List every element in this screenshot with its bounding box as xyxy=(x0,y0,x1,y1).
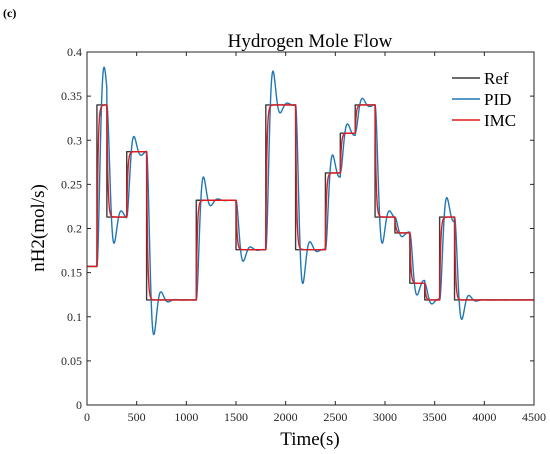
series-ref-line xyxy=(87,104,534,301)
y-tick-label: 0.3 xyxy=(67,133,82,147)
x-tick-label: 2000 xyxy=(274,410,298,424)
x-tick-label: 4500 xyxy=(522,410,546,424)
x-tick-label: 0 xyxy=(84,410,90,424)
y-tick-label: 0.1 xyxy=(67,310,82,324)
series-pid-line xyxy=(86,66,535,336)
y-tick-label: 0.25 xyxy=(61,177,82,191)
x-tick-label: 3500 xyxy=(423,410,447,424)
axes-box xyxy=(86,51,535,406)
y-tick-label: 0.35 xyxy=(61,89,82,103)
legend-label-ref: Ref xyxy=(484,69,509,88)
x-tick-label: 4000 xyxy=(472,410,496,424)
x-tick-label: 1500 xyxy=(224,410,248,424)
panel-label: (c) xyxy=(3,6,17,20)
x-axis-label: Time(s) xyxy=(280,429,339,450)
y-tick-label: 0 xyxy=(76,398,82,412)
legend: Ref PID IMC xyxy=(452,69,516,130)
legend-label-pid: PID xyxy=(484,90,511,109)
y-tick-label: 0.2 xyxy=(67,222,82,236)
series-imc-line xyxy=(86,104,535,301)
ticks-layer: 0 500 1000 1500 2000 2500 3000 3500 4000 4500 0 0.0… xyxy=(61,45,546,424)
chart-title: Hydrogen Mole Flow xyxy=(228,31,393,52)
y-tick-label: 0.05 xyxy=(61,354,82,368)
x-tick-label: 3000 xyxy=(373,410,397,424)
y-tick-label: 0.4 xyxy=(67,45,82,59)
y-axis-label: nH2(mol/s) xyxy=(28,184,49,272)
y-tick-label: 0.15 xyxy=(61,266,82,280)
x-tick-label: 1000 xyxy=(174,410,198,424)
legend-label-imc: IMC xyxy=(484,111,516,130)
x-tick-label: 2500 xyxy=(323,410,347,424)
plot-layer xyxy=(86,66,535,336)
x-tick-label: 500 xyxy=(128,410,146,424)
